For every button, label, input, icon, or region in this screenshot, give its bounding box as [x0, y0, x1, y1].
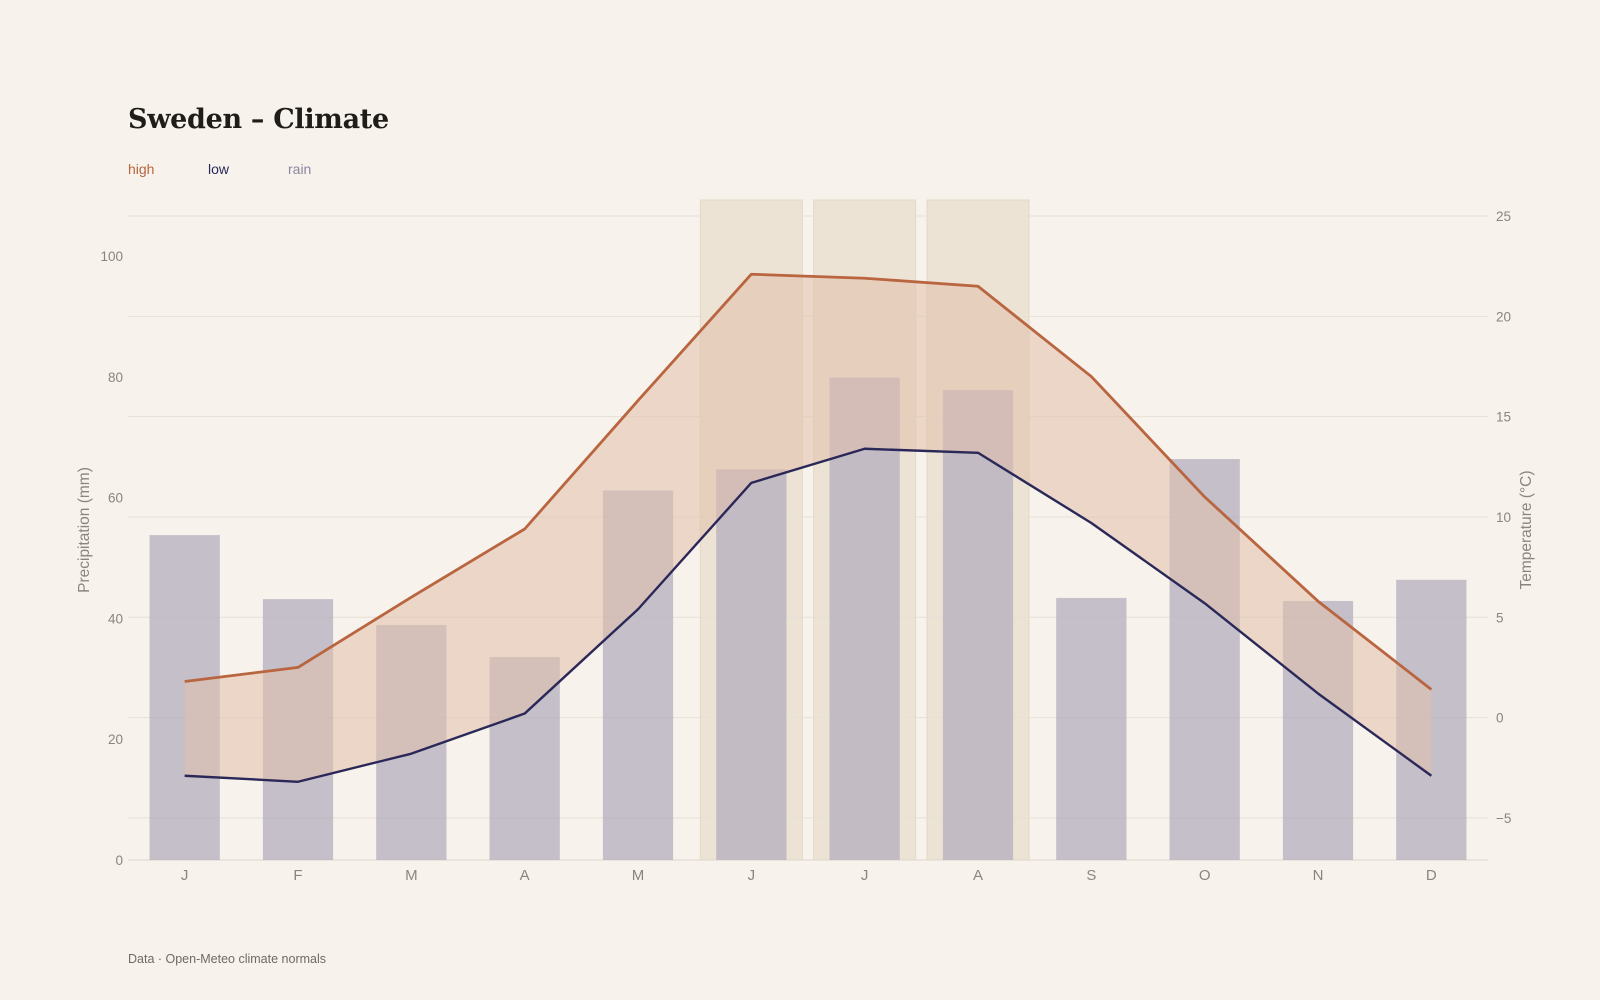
y-axis-right: −5 0 5 10 15 20 25 [1496, 209, 1511, 826]
y-right-tick-label: 15 [1496, 410, 1511, 425]
y-axis-left: 0 20 40 60 80 100 [100, 249, 123, 868]
x-tick-label: J [861, 867, 869, 884]
x-tick-label: S [1086, 867, 1096, 884]
x-tick-label: O [1199, 867, 1211, 884]
y-axis-left-title: Precipitation (mm) [76, 467, 93, 593]
legend-high: high [128, 161, 155, 177]
legend-rain: rain [288, 161, 312, 177]
y-left-tick-label: 20 [108, 732, 123, 747]
y-left-tick-label: 60 [108, 491, 123, 506]
x-tick-label: M [405, 867, 418, 884]
x-tick-label: N [1313, 867, 1324, 884]
y-right-tick-label: 20 [1496, 309, 1511, 324]
legend-low: low [208, 161, 230, 177]
x-tick-label: D [1426, 867, 1437, 884]
x-tick-label: F [293, 867, 302, 884]
temperature-lines [184, 272, 1433, 783]
y-left-tick-label: 100 [100, 249, 123, 264]
rain-bar [1056, 597, 1127, 860]
high-low-band [184, 274, 1432, 782]
x-tick-label: A [520, 867, 530, 884]
y-right-tick-label: 10 [1496, 510, 1511, 525]
chart-title: Sweden – Climate [128, 104, 389, 135]
y-axis-right-title: Temperature (°C) [1518, 470, 1535, 589]
y-right-tick-label: 25 [1496, 209, 1511, 224]
y-left-tick-label: 40 [108, 611, 123, 626]
x-tick-label: J [181, 867, 189, 884]
y-right-tick-label: 0 [1496, 711, 1504, 726]
data-source: Data · Open-Meteo climate normals [128, 952, 326, 966]
low-line [184, 447, 1433, 783]
high-line [184, 272, 1433, 691]
temperature-band [184, 274, 1432, 782]
x-tick-label: A [973, 867, 983, 884]
x-tick-label: M [632, 867, 645, 884]
y-right-tick-label: 5 [1496, 610, 1504, 625]
rain-bar [716, 469, 787, 860]
x-tick-label: J [748, 867, 756, 884]
y-left-tick-label: 80 [108, 370, 123, 385]
y-left-tick-label: 0 [115, 853, 123, 868]
rain-bar [829, 377, 900, 860]
y-right-tick-label: −5 [1496, 811, 1511, 826]
